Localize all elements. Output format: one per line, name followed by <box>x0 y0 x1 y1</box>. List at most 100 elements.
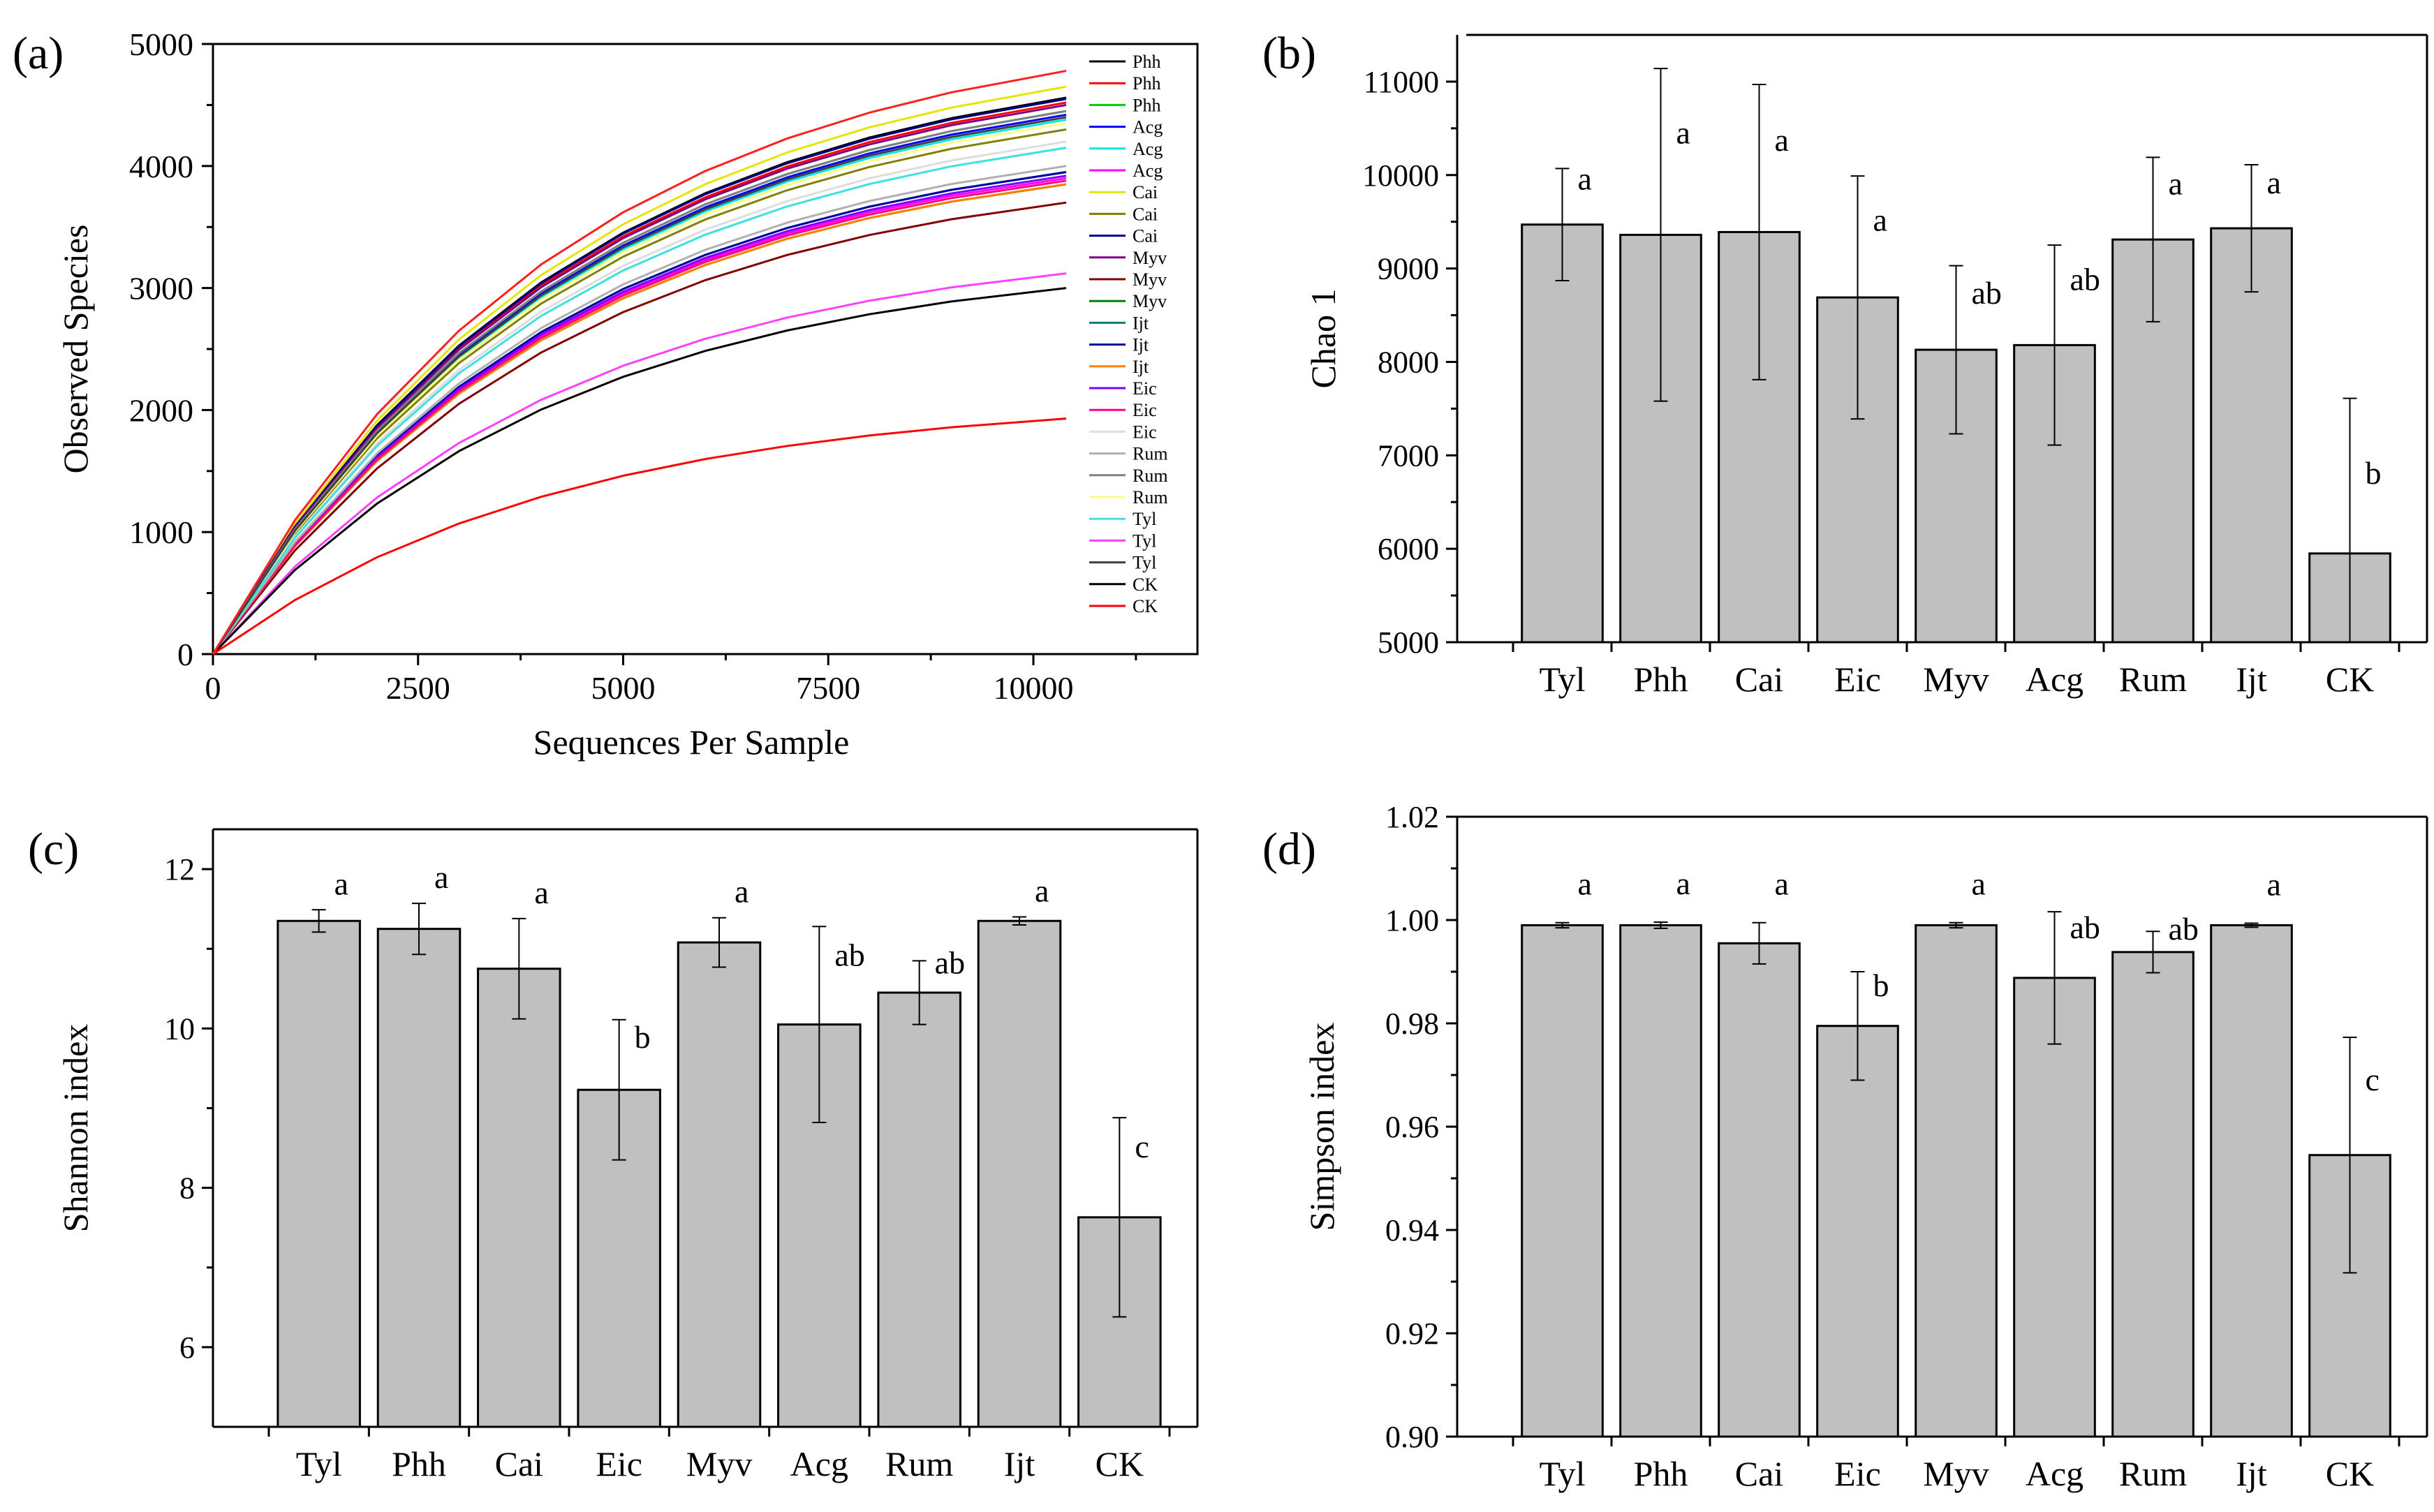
x-tick-label-b: Ijt <box>2236 660 2267 699</box>
significance-letter: a <box>2169 165 2183 201</box>
x-tick-label-d: CK <box>2326 1454 2374 1493</box>
significance-letter: a <box>735 874 748 910</box>
x-tick-label-c: Tyl <box>296 1444 342 1483</box>
y-tick-label-d: 0.98 <box>1385 1007 1439 1041</box>
x-tick-label-b: Eic <box>1834 660 1881 699</box>
legend-entry: Ijt <box>1133 357 1149 377</box>
significance-letter: a <box>1972 866 1986 902</box>
legend-entry: Phh <box>1133 95 1160 115</box>
panel-label-a: (a) <box>13 28 64 79</box>
series-line <box>212 183 1067 655</box>
legend-entry: Rum <box>1133 466 1168 486</box>
significance-letter: a <box>1578 866 1592 902</box>
legend-entry: Eic <box>1133 400 1157 420</box>
legend-entry: Myv <box>1133 248 1167 268</box>
x-tick-label-c: Acg <box>790 1444 848 1483</box>
bar-cai <box>477 968 561 1428</box>
significance-letter: b <box>1873 968 1889 1003</box>
y-tick-label-c: 6 <box>179 1331 195 1365</box>
series-line <box>212 147 1067 655</box>
significance-letter: a <box>334 866 348 901</box>
series-line <box>212 85 1067 655</box>
bar-phh <box>1619 924 1702 1438</box>
y-tick-label-b: 7000 <box>1378 438 1439 473</box>
x-tick-label-c: Cai <box>495 1444 543 1483</box>
series-line <box>212 98 1067 655</box>
series-line <box>212 287 1067 655</box>
legend-entry: Phh <box>1133 73 1160 94</box>
y-tick-label-b: 5000 <box>1378 625 1439 660</box>
legend-entry: Rum <box>1133 487 1168 507</box>
panel-label-c: (c) <box>28 824 79 875</box>
x-tick-label-c: CK <box>1096 1444 1144 1483</box>
x-tick-label-b: CK <box>2326 660 2374 699</box>
y-tick-label-a: 1000 <box>129 514 193 550</box>
y-tick-label-b: 10000 <box>1362 158 1439 193</box>
x-tick-label-a: 0 <box>205 670 221 706</box>
significance-letter: a <box>1676 114 1690 150</box>
x-tick-label-b: Tyl <box>1540 660 1586 699</box>
significance-letter: c <box>2366 1062 2380 1097</box>
legend-entry: Acg <box>1133 139 1163 159</box>
significance-letter: a <box>1873 202 1887 237</box>
legend-entry: Eic <box>1133 422 1157 442</box>
legend-entry: Tyl <box>1133 553 1156 573</box>
significance-letter: a <box>2267 866 2281 902</box>
y-tick-label-d: 1.02 <box>1385 800 1439 834</box>
legend-entry: CK <box>1133 575 1158 595</box>
x-tick-label-d: Myv <box>1923 1454 1989 1493</box>
bar-cai <box>1718 942 1801 1438</box>
series-line <box>212 122 1067 655</box>
significance-letter: a <box>1775 866 1789 902</box>
legend-entry: Ijt <box>1133 313 1149 333</box>
x-tick-label-d: Acg <box>2026 1454 2083 1493</box>
y-tick-label-c: 12 <box>164 852 195 887</box>
y-tick-label-a: 3000 <box>129 271 193 306</box>
y-tick-label-a: 5000 <box>129 27 193 62</box>
panel-b: (b) 5000 6000 7000 8000 9000 10000 11000 Chao 1 a… <box>1262 28 2428 699</box>
x-tick-label-d: Tyl <box>1540 1454 1586 1493</box>
y-tick-label-a: 4000 <box>129 149 193 184</box>
legend-entry: Phh <box>1133 52 1160 72</box>
series-line <box>212 165 1067 655</box>
plot-frame-a <box>212 43 1199 655</box>
y-tick-label-b: 8000 <box>1378 345 1439 379</box>
y-tick-label-a: 0 <box>177 637 193 672</box>
bar-eic <box>1816 1025 1899 1438</box>
series-line <box>212 128 1067 655</box>
y-tick-label-d: 1.00 <box>1385 903 1439 937</box>
significance-letter: ab <box>2070 910 2100 945</box>
x-tick-label-a: 2500 <box>386 670 450 706</box>
x-tick-label-d: Eic <box>1834 1454 1881 1493</box>
legend-entry: Acg <box>1133 117 1163 138</box>
panel-d: (d) 0.90 0.92 0.94 0.96 0.98 1.00 1.02 Simpson i… <box>1262 800 2428 1493</box>
series-line <box>212 70 1067 655</box>
legend-entry: Myv <box>1133 269 1167 290</box>
legend-entry: Eic <box>1133 378 1157 399</box>
series-line <box>212 179 1067 655</box>
bar-acg <box>2013 977 2096 1438</box>
x-tick-label-c: Ijt <box>1004 1444 1035 1483</box>
bar-ijt <box>977 919 1062 1428</box>
y-tick-label-d: 0.90 <box>1385 1420 1439 1454</box>
panel-label-d: (d) <box>1262 824 1316 875</box>
series-line <box>212 101 1067 655</box>
legend-entry: Ijt <box>1133 335 1149 355</box>
x-tick-label-d: Rum <box>2119 1454 2187 1493</box>
y-axis-label-d: Simpson index <box>1302 1023 1341 1231</box>
y-axis-label-a: Observed Species <box>56 225 95 474</box>
series-line <box>212 110 1067 655</box>
panel-a: (a) 0 1000 2000 3000 4000 5000 0 2500 5000 7500 100… <box>13 27 1199 762</box>
x-tick-label-a: 7500 <box>796 670 860 706</box>
bar-tyl <box>1521 924 1604 1438</box>
y-axis-label-c: Shannon index <box>56 1024 95 1233</box>
y-axis-label-b: Chao 1 <box>1304 288 1343 388</box>
bar-rum <box>877 991 961 1428</box>
x-tick-label-b: Cai <box>1735 660 1783 699</box>
panel-c: (c) 6 8 10 12 Shannon index a Tyl a Phh a Cai b Eic a M… <box>28 824 1199 1483</box>
x-tick-label-c: Phh <box>392 1444 446 1483</box>
legend-entry: Cai <box>1133 226 1158 246</box>
x-tick-label-c: Rum <box>885 1444 953 1483</box>
series-line <box>212 96 1067 655</box>
